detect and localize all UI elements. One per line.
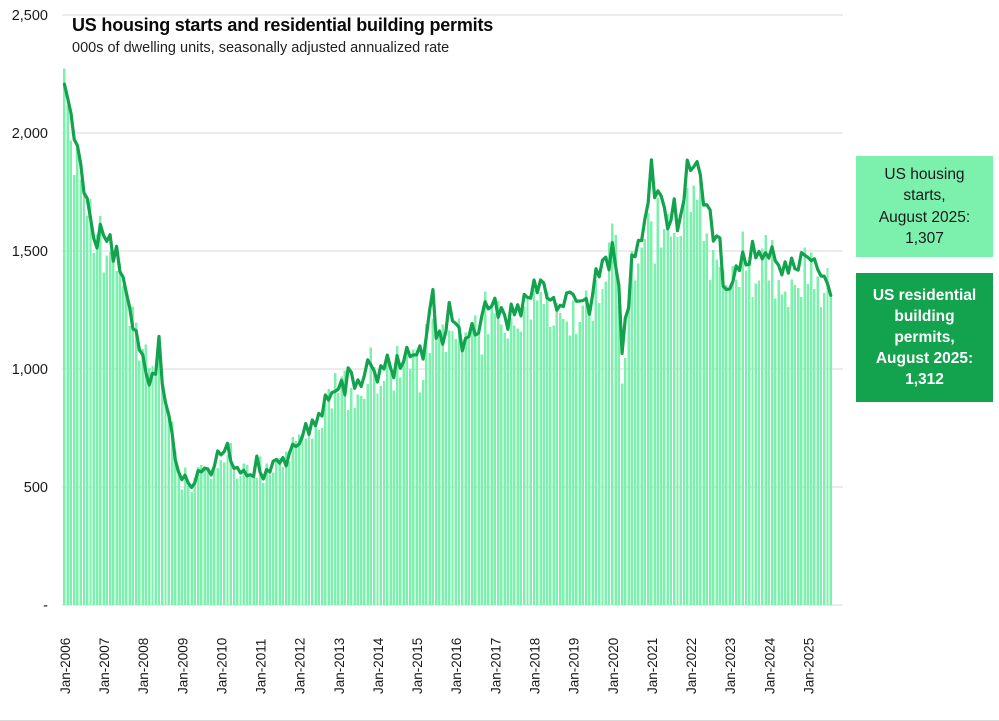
- x-tick-label: Jan-2022: [684, 638, 699, 694]
- x-axis-labels: Jan-2006 Jan-2007 Jan-2008 Jan-2009 Jan-2010…: [58, 637, 817, 694]
- x-tick-label: Jan-2008: [136, 638, 151, 694]
- legend-housing-starts: US housing starts, August 2025: 1,307: [856, 156, 993, 257]
- x-tick-label: Jan-2023: [723, 638, 738, 694]
- y-axis-labels: 2,500 2,000 1,500 1,000 500 -: [12, 8, 48, 614]
- x-tick-label: Jan-2010: [215, 638, 230, 694]
- x-tick-label: Jan-2012: [293, 638, 308, 694]
- x-tick-label: Jan-2009: [175, 638, 190, 694]
- x-tick-label: Jan-2017: [488, 638, 503, 694]
- y-tick-label: 500: [24, 480, 48, 496]
- x-tick-label: Jan-2019: [567, 638, 582, 694]
- x-tick-label: Jan-2007: [97, 638, 112, 694]
- y-tick-label: 2,500: [12, 8, 48, 24]
- x-tick-label: Jan-2025: [801, 638, 816, 694]
- legend-building-permits: US residential building permits, August …: [856, 273, 993, 402]
- y-tick-label: -: [43, 598, 48, 614]
- y-tick-label: 2,000: [12, 126, 48, 142]
- x-tick-label: Jan-2013: [332, 638, 347, 694]
- chart-title: US housing starts and residential buildi…: [72, 15, 494, 35]
- x-tick-label: Jan-2018: [528, 638, 543, 694]
- y-tick-label: 1,500: [12, 244, 48, 260]
- chart-subtitle: 000s of dwelling units, seasonally adjus…: [72, 40, 450, 56]
- x-tick-label: Jan-2006: [58, 638, 73, 694]
- x-tick-label: Jan-2021: [645, 638, 660, 694]
- x-tick-label: Jan-2016: [449, 638, 464, 694]
- x-tick-label: Jan-2011: [254, 639, 269, 694]
- x-tick-label: Jan-2024: [762, 637, 777, 694]
- x-tick-label: Jan-2020: [606, 638, 621, 694]
- x-tick-label: Jan-2014: [371, 637, 386, 694]
- y-tick-label: 1,000: [12, 362, 48, 378]
- building-permits-line: [62, 82, 833, 490]
- housing-starts-bars: [63, 68, 832, 606]
- x-tick-label: Jan-2015: [410, 638, 425, 694]
